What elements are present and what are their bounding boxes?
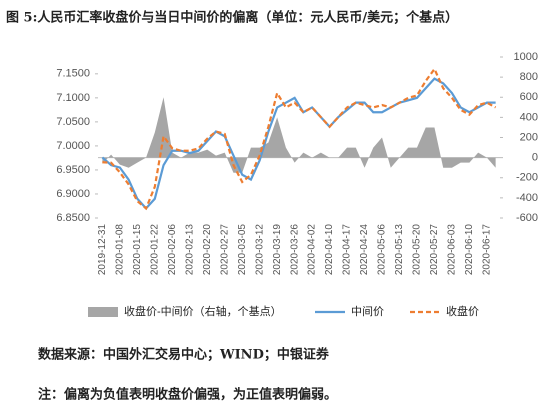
- line: [102, 66, 497, 211]
- y-tick-label: 6.9000: [56, 188, 90, 200]
- x-tick-label: 2020-04-24: [359, 224, 370, 276]
- legend-label: 中间价: [351, 305, 384, 318]
- y-tick-label: 6.9500: [56, 164, 90, 176]
- x-tick-label: 2020-02-20: [202, 224, 213, 276]
- x-tick-label: 2020-06-10: [464, 224, 475, 276]
- y-tick-label: 6.8500: [56, 212, 90, 224]
- y2-tick-label: 400: [520, 111, 538, 123]
- area: [102, 97, 496, 173]
- y2-tick-label: 600: [520, 91, 538, 103]
- x-tick-label: 2020-04-02: [307, 224, 318, 276]
- legend-swatch: [88, 307, 118, 317]
- x-tick-label: 2020-02-27: [219, 224, 230, 276]
- x-tick-label: 2020-01-15: [132, 224, 143, 276]
- y2-tick-label: 1000: [514, 51, 538, 63]
- x-tick-label: 2020-02-06: [167, 224, 178, 276]
- x-tick-label: 2020-06-17: [482, 224, 493, 276]
- x-tick-label: 2019-12-31: [97, 224, 108, 276]
- y-tick-label: 7.1000: [56, 92, 90, 104]
- legend-label: 收盘价: [446, 304, 479, 318]
- x-tick-label: 2020-03-26: [289, 224, 300, 276]
- y2-tick-label: -400: [516, 192, 538, 204]
- y2-tick-label: -200: [516, 172, 538, 184]
- x-tick-label: 2020-02-13: [184, 224, 195, 276]
- y2-tick-label: 200: [520, 131, 538, 143]
- chart-title: 图 5:人民币汇率收盘价与当日中间价的偏离（单位：元人民币/美元；个基点）: [6, 10, 458, 26]
- y-tick-label: 7.1500: [56, 68, 90, 80]
- y2-tick-label: -600: [516, 212, 538, 224]
- x-tick-label: 2020-03-05: [237, 224, 248, 276]
- x-tick-label: 2020-05-06: [377, 224, 388, 276]
- x-tick-label: 2020-01-22: [149, 224, 160, 276]
- x-tick-label: 2020-06-03: [447, 224, 458, 276]
- footnote: 注：偏离为负值表明收盘价偏强，为正值表明偏弱。: [38, 387, 337, 403]
- x-tick-label: 2020-01-08: [114, 224, 125, 276]
- source-note: 数据来源：中国外汇交易中心；WIND；中银证券: [38, 347, 330, 363]
- line: [101, 77, 496, 211]
- x-tick-label: 2020-03-12: [254, 224, 265, 276]
- legend-label: 收盘价-中间价（右轴，个基点）: [124, 304, 282, 318]
- x-tick-label: 2020-05-13: [394, 224, 405, 276]
- x-tick-label: 2020-05-20: [412, 224, 423, 276]
- y2-tick-label: 800: [520, 71, 538, 83]
- x-tick-label: 2020-05-27: [429, 224, 440, 276]
- x-tick-label: 2020-03-19: [272, 224, 283, 276]
- y-tick-label: 7.0000: [56, 140, 90, 152]
- x-tick-label: 2020-04-10: [324, 224, 335, 276]
- x-tick-label: 2020-04-17: [342, 224, 353, 276]
- y2-tick-label: 0: [532, 152, 538, 164]
- y-tick-label: 7.0500: [56, 116, 90, 128]
